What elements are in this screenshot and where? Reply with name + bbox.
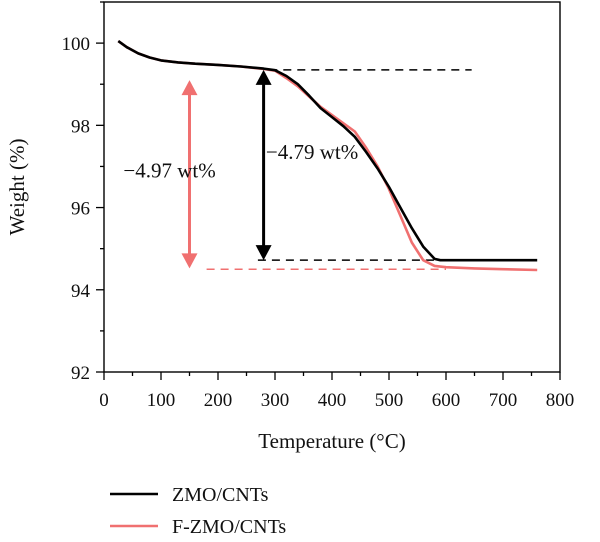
- y-axis-ticks: 92 94 96 98 100: [62, 1, 104, 384]
- legend-label-f-zmo-cnts: F-ZMO/CNTs: [172, 516, 286, 538]
- arrow-head-up: [255, 69, 272, 85]
- x-tick-label: 800: [546, 390, 575, 411]
- x-tick-label: 100: [147, 390, 176, 411]
- difference-arrows: [181, 69, 272, 269]
- x-axis-ticks: 0 100 200 300 400 500 600 700 800: [99, 372, 574, 411]
- legend: ZMO/CNTs F-ZMO/CNTs: [110, 484, 286, 538]
- series-lines: [117, 40, 538, 272]
- x-axis-title: Temperature (°C): [258, 429, 405, 453]
- annotation-zmo-loss: −4.79 wt%: [266, 140, 358, 164]
- y-tick-label: 94: [71, 281, 91, 302]
- y-tick-label: 100: [62, 34, 91, 55]
- y-tick-label: 96: [71, 199, 90, 220]
- reference-lines: [206, 69, 472, 270]
- y-axis-title: Weight (%): [5, 139, 29, 236]
- y-tick-label: 92: [71, 363, 90, 384]
- legend-label-zmo-cnts: ZMO/CNTs: [172, 484, 269, 506]
- x-tick-label: 600: [432, 390, 461, 411]
- x-tick-label: 200: [204, 390, 233, 411]
- y-tick-label: 98: [71, 116, 90, 137]
- arrow-head-down: [255, 245, 272, 261]
- x-tick-label: 300: [261, 390, 290, 411]
- arrow-head-up: [181, 80, 198, 96]
- x-tick-label: 500: [375, 390, 404, 411]
- annotation-f-zmo-loss: −4.97 wt%: [123, 159, 215, 183]
- arrow-head-down: [181, 253, 198, 269]
- x-tick-label: 700: [489, 390, 518, 411]
- plot-frame: [103, 1, 561, 373]
- x-tick-label: 400: [318, 390, 347, 411]
- series-line-zmo-cnts: [117, 40, 538, 262]
- x-tick-label: 0: [99, 390, 109, 411]
